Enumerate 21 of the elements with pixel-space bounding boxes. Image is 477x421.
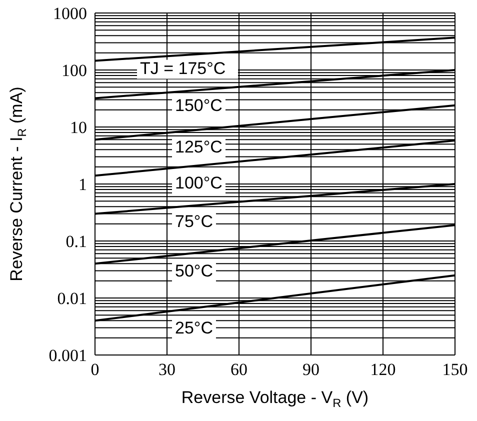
y-tick-label: 1 [78,175,87,194]
y-tick-label: 100 [62,61,87,80]
series-label: 50°C [175,262,213,281]
x-tick-label: 90 [302,360,320,380]
series-label: 150°C [175,96,222,116]
y-tick-label: 0.01 [57,289,87,308]
series-label: TJ = 175°C [140,58,226,78]
series-label: 100°C [175,174,222,193]
x-tick-label: 120 [370,360,396,380]
x-tick-label: 0 [90,360,100,380]
x-axis-title: Reverse Voltage - V$_{R}$ (V) [181,388,369,410]
y-tick-label: 0.1 [66,232,87,252]
series-label: 125°C [175,138,222,157]
y-tick-label: 1000 [53,4,87,24]
x-tick-label: 30 [158,360,176,380]
x-tick-label: 60 [230,360,248,380]
y-tick-label: 10 [70,118,87,138]
y-tick-label: 0.001 [48,346,87,366]
x-tick-label: 150 [442,360,468,380]
series-label: 75°C [175,212,213,231]
series-label: 25°C [175,318,213,338]
